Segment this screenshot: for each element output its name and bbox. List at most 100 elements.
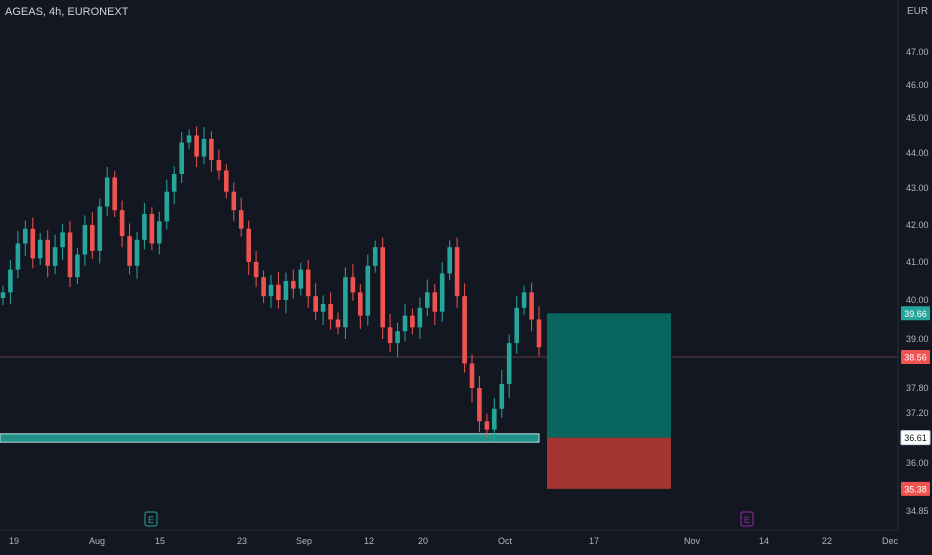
candle bbox=[417, 307, 423, 328]
candle bbox=[253, 262, 259, 278]
candle bbox=[298, 269, 304, 289]
candle bbox=[37, 239, 43, 259]
x-tick-label: Aug bbox=[89, 536, 105, 546]
candle bbox=[0, 292, 6, 299]
candle bbox=[372, 247, 378, 266]
loss-zone bbox=[547, 437, 671, 489]
candle bbox=[395, 331, 400, 344]
x-tick-label: 12 bbox=[364, 536, 374, 546]
candle bbox=[171, 174, 177, 192]
chart-title: AGEAS, 4h, EURONEXT bbox=[5, 6, 129, 18]
candle bbox=[365, 265, 371, 316]
support-zone bbox=[0, 433, 540, 443]
candle bbox=[313, 296, 318, 312]
y-tick-label: 47.00 bbox=[906, 47, 929, 57]
candle bbox=[350, 277, 356, 293]
price-label-entry-bg bbox=[900, 430, 931, 446]
y-tick-label: 37.20 bbox=[906, 408, 929, 418]
candle bbox=[410, 315, 415, 328]
x-tick-label: 14 bbox=[759, 536, 769, 546]
candle bbox=[305, 269, 311, 297]
candle bbox=[23, 228, 28, 244]
candle bbox=[536, 319, 542, 348]
y-tick-label: 40.00 bbox=[906, 295, 929, 305]
candle bbox=[164, 191, 170, 222]
x-tick-label: 19 bbox=[9, 536, 19, 546]
x-tick-label: 17 bbox=[589, 536, 599, 546]
x-tick-label: 15 bbox=[155, 536, 165, 546]
candle bbox=[97, 206, 103, 251]
earnings-event-label: E bbox=[744, 515, 750, 525]
y-tick-label: 34.85 bbox=[906, 506, 929, 516]
candle bbox=[112, 177, 117, 211]
price-label-entry: 36.61 bbox=[904, 433, 927, 443]
candle bbox=[283, 281, 289, 300]
candle bbox=[60, 232, 65, 248]
y-tick-label: 43.00 bbox=[906, 183, 929, 193]
y-tick-label: 41.00 bbox=[906, 257, 929, 267]
candle bbox=[387, 327, 393, 344]
candle bbox=[425, 292, 430, 308]
candle bbox=[343, 277, 348, 328]
x-tick-label: 23 bbox=[237, 536, 247, 546]
candle bbox=[380, 247, 385, 328]
candle bbox=[462, 296, 467, 364]
candle bbox=[447, 247, 452, 274]
candle bbox=[8, 269, 13, 293]
candle bbox=[320, 303, 326, 312]
candle bbox=[30, 228, 36, 259]
candle bbox=[179, 142, 184, 174]
earnings-event-icon[interactable] bbox=[740, 511, 754, 527]
price-label-stop-bg bbox=[901, 481, 930, 496]
candle bbox=[186, 135, 192, 143]
currency-label[interactable]: EUR bbox=[907, 6, 929, 17]
candle bbox=[402, 315, 408, 332]
candle bbox=[52, 247, 58, 266]
candle bbox=[506, 343, 512, 384]
candle bbox=[142, 213, 147, 240]
candle bbox=[246, 228, 251, 262]
candle bbox=[521, 292, 527, 308]
candle bbox=[328, 303, 333, 320]
candle bbox=[201, 139, 207, 157]
candle bbox=[238, 210, 244, 229]
candle bbox=[119, 210, 125, 237]
candle bbox=[432, 292, 438, 312]
x-tick-label: Oct bbox=[498, 536, 513, 546]
candle bbox=[90, 225, 95, 251]
candle bbox=[469, 363, 475, 388]
candle bbox=[194, 135, 199, 157]
y-tick-label: 37.80 bbox=[906, 383, 929, 393]
price-label-current-bg bbox=[901, 350, 930, 364]
candle bbox=[231, 191, 237, 211]
y-tick-label: 42.00 bbox=[906, 220, 929, 230]
y-tick-label: 44.00 bbox=[906, 148, 929, 158]
candle bbox=[335, 319, 341, 328]
earnings-event-icon[interactable] bbox=[144, 511, 158, 527]
candle bbox=[127, 236, 132, 266]
x-tick-label: Sep bbox=[296, 536, 312, 546]
y-tick-label: 39.00 bbox=[906, 334, 929, 344]
candle bbox=[454, 247, 460, 297]
candle bbox=[477, 388, 482, 422]
price-label-target: 39.66 bbox=[904, 309, 927, 319]
y-tick-label: 45.00 bbox=[906, 113, 929, 123]
x-tick-label: Nov bbox=[684, 536, 701, 546]
candle bbox=[492, 408, 497, 430]
candle bbox=[149, 213, 155, 244]
price-label-target-bg bbox=[901, 306, 930, 321]
candle bbox=[104, 177, 110, 207]
candle bbox=[261, 277, 266, 297]
candle bbox=[499, 383, 505, 409]
candle bbox=[75, 254, 80, 278]
y-tick-label: 36.00 bbox=[906, 458, 929, 468]
profit-zone bbox=[547, 313, 671, 438]
x-tick-label: Dec bbox=[882, 536, 899, 546]
candle bbox=[529, 292, 534, 320]
earnings-event-label: E bbox=[148, 515, 154, 525]
candle bbox=[157, 221, 162, 244]
candle bbox=[276, 284, 281, 300]
candle bbox=[134, 239, 140, 266]
price-label-stop: 35.38 bbox=[904, 484, 927, 494]
